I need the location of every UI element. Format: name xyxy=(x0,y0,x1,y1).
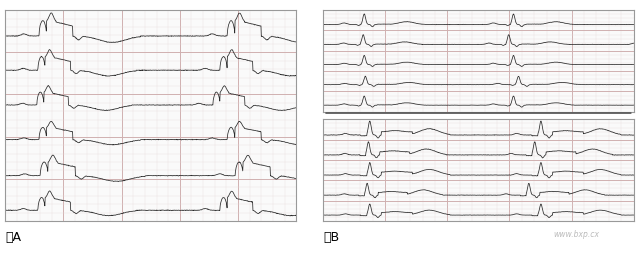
Text: www.bxp.cx: www.bxp.cx xyxy=(553,230,599,239)
Text: 图B: 图B xyxy=(323,231,339,244)
Text: 图A: 图A xyxy=(5,231,21,244)
